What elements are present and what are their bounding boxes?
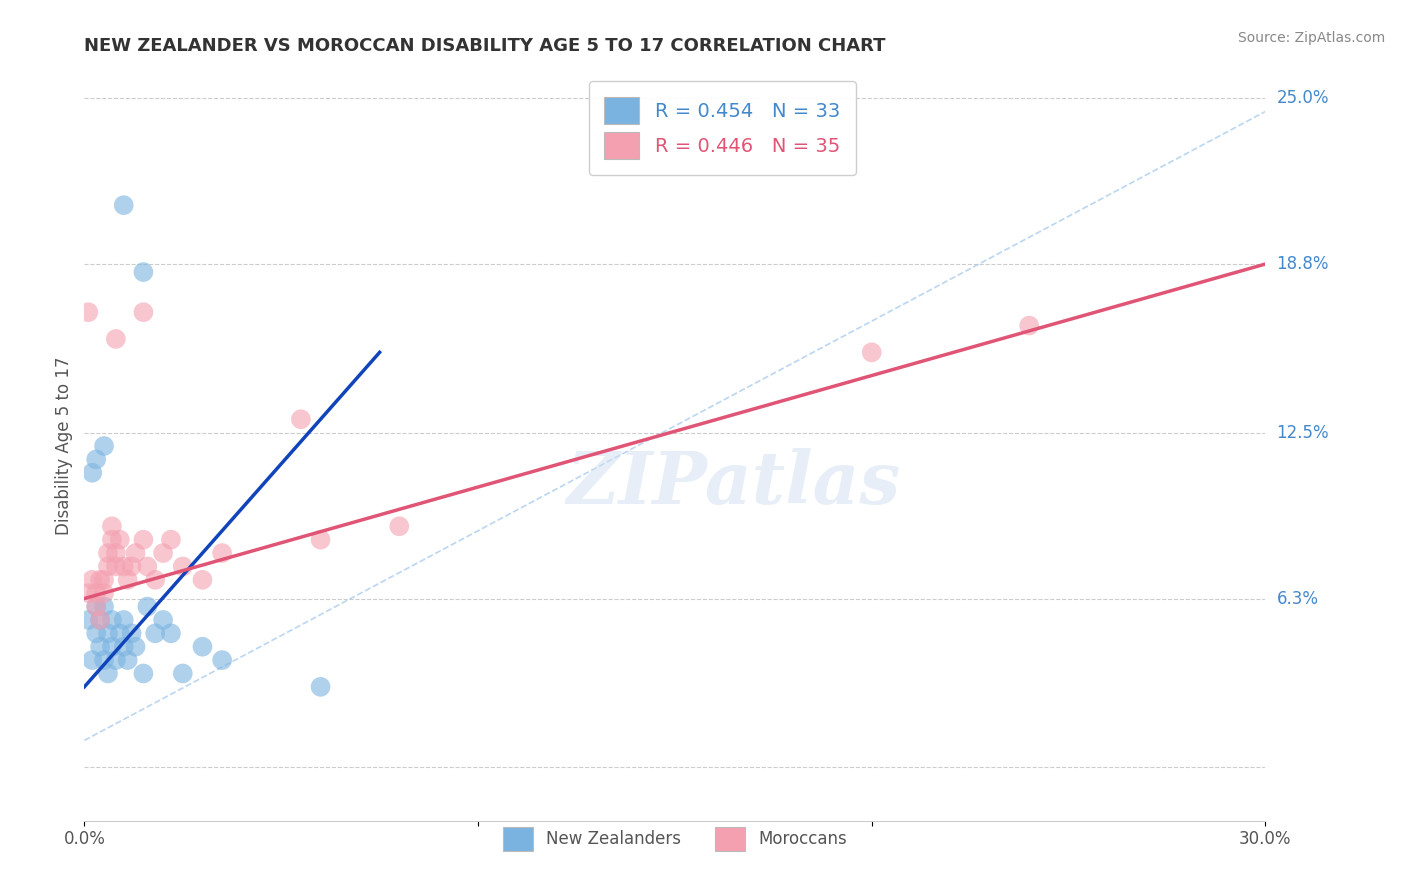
Point (101, 519, 124, 533)
Text: ZIPatlas: ZIPatlas (567, 448, 901, 519)
Point (84, 626, 107, 640)
Point (152, 613, 174, 627)
Point (82, 653, 104, 667)
Point (117, 653, 139, 667)
Point (104, 546, 127, 560)
Point (160, 626, 183, 640)
Point (117, 573, 139, 587)
Point (124, 640, 146, 654)
Point (97, 666, 120, 681)
Point (172, 559, 194, 574)
Point (309, 533, 332, 547)
Point (93, 599, 115, 614)
Point (104, 332, 127, 346)
Point (290, 412, 312, 426)
Y-axis label: Disability Age 5 to 17: Disability Age 5 to 17 (55, 357, 73, 535)
Point (132, 305, 155, 319)
Text: 12.5%: 12.5% (1277, 424, 1329, 442)
Text: NEW ZEALANDER VS MOROCCAN DISABILITY AGE 5 TO 17 CORRELATION CHART: NEW ZEALANDER VS MOROCCAN DISABILITY AGE… (84, 37, 886, 54)
Point (160, 533, 183, 547)
Point (93, 586, 115, 600)
Point (89, 613, 111, 627)
Point (77, 586, 100, 600)
Point (121, 559, 143, 574)
Point (143, 573, 166, 587)
Point (860, 345, 883, 359)
Point (77, 613, 100, 627)
Point (104, 559, 127, 574)
Point (136, 559, 159, 574)
Text: 6.3%: 6.3% (1277, 590, 1319, 607)
Point (211, 653, 233, 667)
Text: Source: ZipAtlas.com: Source: ZipAtlas.com (1237, 31, 1385, 45)
Point (132, 533, 155, 547)
Point (84, 586, 107, 600)
Point (112, 613, 135, 627)
Legend: New Zealanders, Moroccans: New Zealanders, Moroccans (496, 821, 853, 857)
Point (93, 653, 115, 667)
Point (101, 613, 124, 627)
Point (77, 305, 100, 319)
Point (211, 546, 233, 560)
Point (108, 533, 131, 547)
Point (309, 680, 332, 694)
Point (124, 546, 146, 560)
Point (121, 626, 143, 640)
Point (101, 640, 124, 654)
Point (143, 626, 166, 640)
Point (84, 599, 107, 614)
Point (108, 626, 131, 640)
Point (89, 573, 111, 587)
Point (112, 198, 135, 212)
Point (104, 653, 127, 667)
Point (89, 613, 111, 627)
Point (1018, 318, 1040, 333)
Point (136, 599, 159, 614)
Point (388, 519, 411, 533)
Point (191, 640, 214, 654)
Point (84, 599, 107, 614)
Point (82, 573, 104, 587)
Point (97, 546, 120, 560)
Point (132, 666, 155, 681)
Point (172, 666, 194, 681)
Point (132, 265, 155, 279)
Point (191, 573, 214, 587)
Point (97, 626, 120, 640)
Point (82, 466, 104, 480)
Point (97, 559, 120, 574)
Text: 25.0%: 25.0% (1277, 89, 1329, 107)
Point (101, 533, 124, 547)
Point (112, 559, 135, 574)
Point (112, 640, 135, 654)
Point (93, 439, 115, 453)
Point (93, 573, 115, 587)
Point (152, 546, 174, 560)
Text: 18.8%: 18.8% (1277, 255, 1329, 273)
Point (84, 452, 107, 467)
Point (89, 640, 111, 654)
